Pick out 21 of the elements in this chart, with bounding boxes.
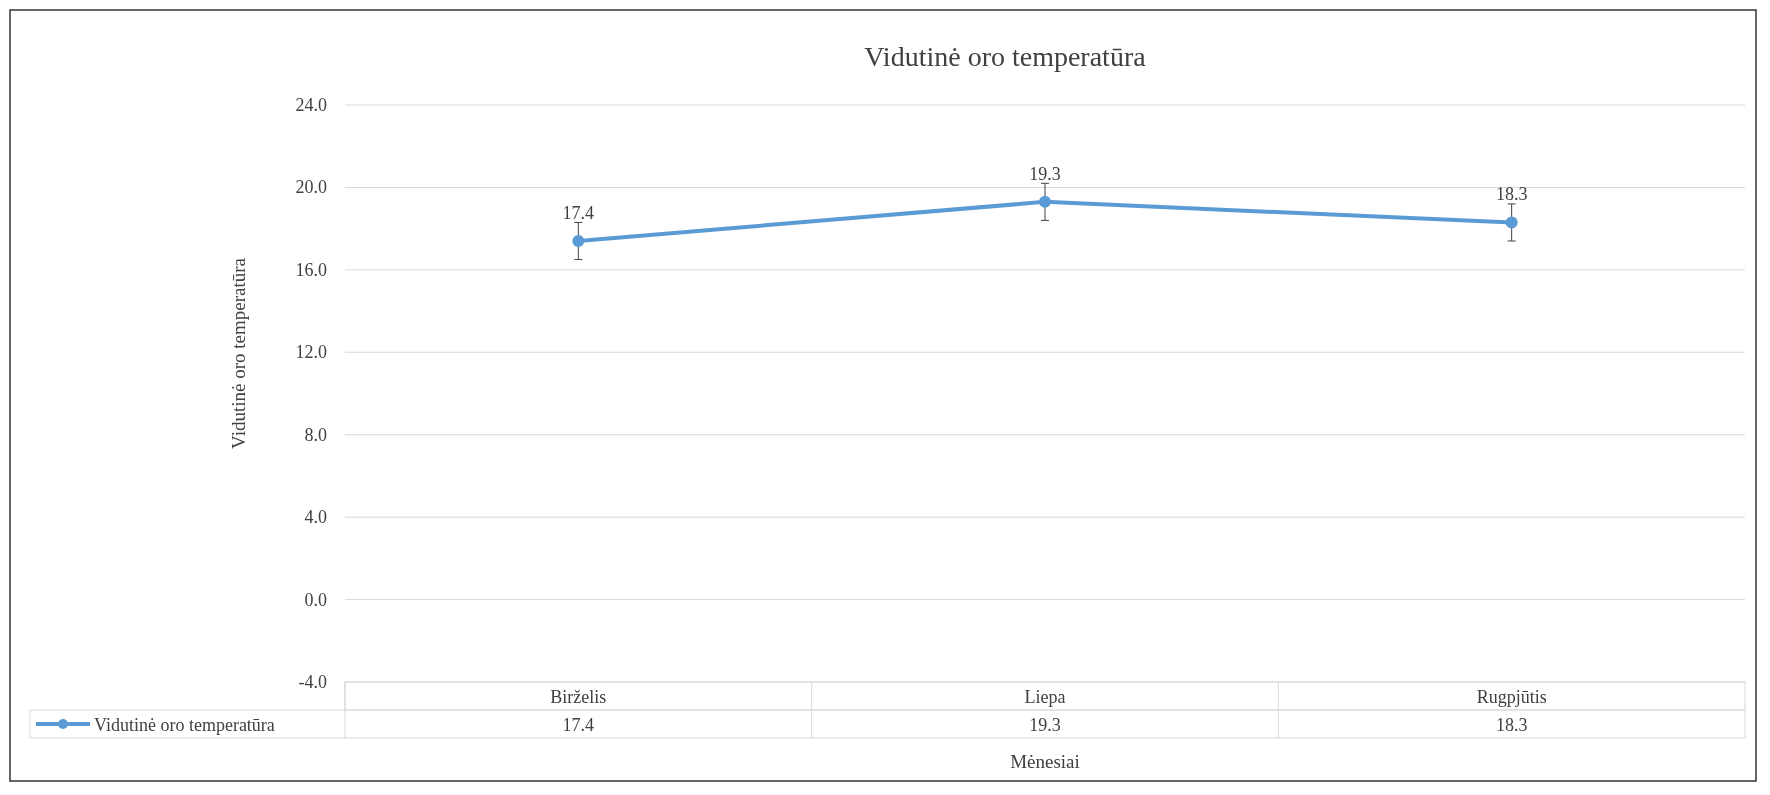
y-tick-label: 12.0 [295,342,327,363]
data-label: 19.3 [1029,163,1061,184]
y-tick-label: 4.0 [304,507,327,528]
y-axis-title: Vidutinė oro temperatūra [228,257,249,449]
x-tick-label: Liepa [1024,687,1066,707]
text: 19.3 [1029,715,1061,735]
x-tick-label: Rugpjūtis [1476,687,1547,707]
data-label: 18.3 [1495,184,1528,205]
x-axis-title: Mėnesiai [1010,751,1080,772]
y-tick-label: 16.0 [295,259,327,280]
y-tick-label: 24.0 [295,95,327,115]
y-tick-label: 8.0 [304,424,327,445]
text: 18.3 [1495,715,1528,735]
text: 17.4 [562,715,595,735]
data-label: 17.4 [562,203,595,224]
legend-label: Vidutinė oro temperatūra [94,715,275,735]
y-tick-label: 20.0 [295,177,327,198]
chart-title: Vidutinė oro temperatūra [864,41,1147,72]
y-tick-label: 0.0 [304,589,327,610]
x-tick-label: Birželis [550,687,607,707]
y-tick-label: -4.0 [298,672,327,692]
